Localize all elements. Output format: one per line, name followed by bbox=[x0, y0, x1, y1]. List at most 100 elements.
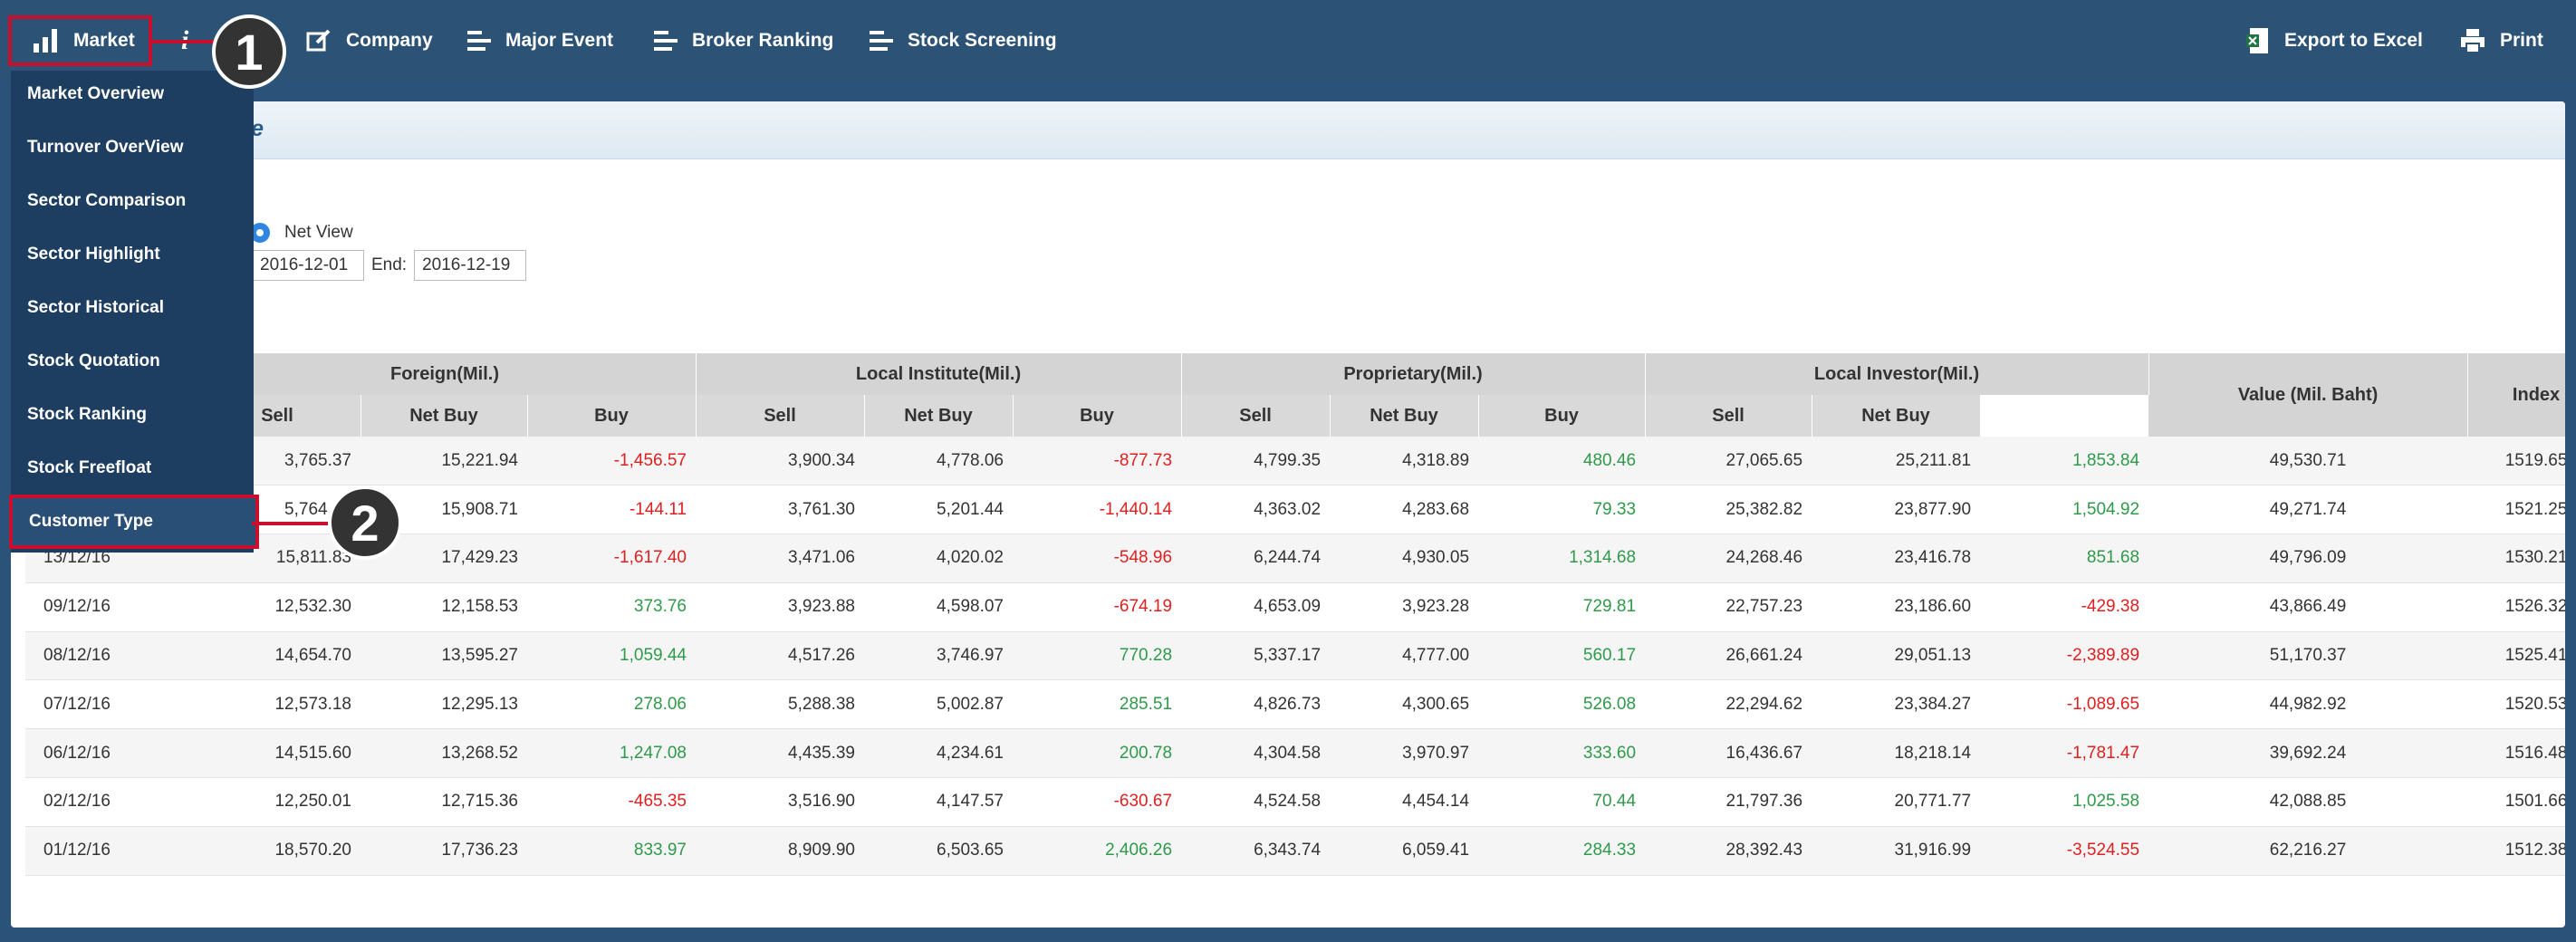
amount-cell: 20,771.77 bbox=[1812, 777, 1981, 827]
table-body: 3,765.37 15,221.94 -1,456.57 3,900.34 4,778.… bbox=[25, 437, 2565, 876]
sub-header-row: y Sell Net Buy Buy Sell Net Buy Buy Sell… bbox=[25, 395, 2565, 437]
sub-header: Buy bbox=[527, 395, 697, 437]
menu-item-turnover-overview[interactable]: Turnover OverView bbox=[27, 138, 184, 157]
amount-cell: 6,343.74 bbox=[1181, 826, 1331, 876]
amount-cell: 4,778.06 bbox=[864, 437, 1013, 486]
nav-company[interactable]: Company bbox=[306, 20, 433, 62]
menu-item-market-overview[interactable]: Market Overview bbox=[27, 84, 165, 103]
sub-header: Sell bbox=[1645, 395, 1812, 437]
value-cell: 43,866.49 bbox=[2148, 582, 2468, 632]
menu-item-sector-comparison[interactable]: Sector Comparison bbox=[27, 191, 187, 210]
value-cell: 39,692.24 bbox=[2148, 728, 2468, 779]
nav-market[interactable]: Market bbox=[8, 15, 152, 66]
amount-cell: 31,916.99 bbox=[1812, 826, 1981, 876]
amount-cell: 24,268.46 bbox=[1645, 533, 1812, 583]
net-buy-cell: 1,853.84 bbox=[1980, 437, 2149, 486]
amount-cell: 3,746.97 bbox=[864, 631, 1013, 681]
amount-cell: 4,777.00 bbox=[1330, 631, 1479, 681]
amount-cell: 13,268.52 bbox=[360, 728, 527, 779]
amount-cell: 3,900.34 bbox=[696, 437, 864, 486]
end-date-input[interactable] bbox=[414, 250, 527, 281]
net-buy-cell: -3,524.55 bbox=[1980, 826, 2149, 876]
net-buy-cell: 284.33 bbox=[1478, 826, 1646, 876]
start-date-input[interactable] bbox=[252, 250, 364, 281]
index-cell: 1519.65 bbox=[2467, 437, 2565, 486]
sub-header: Sell bbox=[696, 395, 865, 437]
sub-header: Net Buy bbox=[1330, 395, 1479, 437]
export-excel-button[interactable]: Export to Excel bbox=[2246, 20, 2423, 62]
date-cell: 01/12/16 bbox=[25, 826, 194, 876]
net-buy-cell: -429.38 bbox=[1980, 582, 2149, 632]
menu-item-stock-freefloat[interactable]: Stock Freefloat bbox=[27, 458, 152, 477]
amount-cell: 18,218.14 bbox=[1812, 728, 1981, 779]
print-button[interactable]: Print bbox=[2460, 20, 2543, 62]
net-buy-cell: 1,025.58 bbox=[1980, 777, 2149, 827]
amount-cell: 14,654.70 bbox=[194, 631, 360, 681]
net-buy-cell: 851.68 bbox=[1980, 533, 2149, 583]
callout-1-line bbox=[152, 40, 216, 43]
printer-icon bbox=[2461, 29, 2485, 53]
net-buy-cell: -144.11 bbox=[527, 485, 696, 535]
net-buy-cell: 200.78 bbox=[1013, 728, 1182, 779]
net-buy-cell: 79.33 bbox=[1478, 485, 1646, 535]
nav-major-event[interactable]: Major Event bbox=[467, 20, 613, 62]
net-buy-cell: 2,406.26 bbox=[1013, 826, 1182, 876]
sub-header: Buy bbox=[1478, 395, 1646, 437]
customer-type-table: Foreign(Mil.) Local Institute(Mil.) Prop… bbox=[25, 353, 2565, 876]
net-buy-cell: -674.19 bbox=[1013, 582, 1182, 632]
index-cell: 1530.21 bbox=[2467, 533, 2565, 583]
value-cell: 49,530.71 bbox=[2148, 437, 2468, 486]
amount-cell: 3,923.88 bbox=[696, 582, 864, 632]
proprietary-header: Proprietary(Mil.) bbox=[1181, 353, 1646, 395]
menu-item-stock-quotation[interactable]: Stock Quotation bbox=[27, 351, 160, 370]
net-buy-cell: 278.06 bbox=[527, 679, 696, 730]
date-cell: 02/12/16 bbox=[25, 777, 194, 827]
amount-cell: 3,970.97 bbox=[1330, 728, 1479, 779]
index-cell: 1520.53 bbox=[2467, 679, 2565, 730]
value-cell: 49,796.09 bbox=[2148, 533, 2468, 583]
table-row: 08/12/16 14,654.70 13,595.27 1,059.44 4,517.… bbox=[25, 631, 2565, 681]
amount-cell: 13,595.27 bbox=[360, 631, 527, 681]
net-buy-cell: -1,089.65 bbox=[1980, 679, 2149, 730]
net-buy-cell: -877.73 bbox=[1013, 437, 1182, 486]
amount-cell: 18,570.20 bbox=[194, 826, 360, 876]
net-view-radio[interactable]: Net View bbox=[250, 223, 353, 243]
date-range: End: bbox=[252, 250, 527, 281]
list-icon bbox=[467, 31, 491, 51]
amount-cell: 4,524.58 bbox=[1181, 777, 1331, 827]
table-row: 02/12/16 12,250.01 12,715.36 -465.35 3,516.9… bbox=[25, 777, 2565, 827]
menu-item-sector-highlight[interactable]: Sector Highlight bbox=[27, 245, 160, 264]
amount-cell: 22,294.62 bbox=[1645, 679, 1812, 730]
amount-cell: 23,384.27 bbox=[1812, 679, 1981, 730]
amount-cell: 23,877.90 bbox=[1812, 485, 1981, 535]
menu-item-customer-type[interactable]: Customer Type bbox=[9, 495, 259, 549]
index-cell: 1521.25 bbox=[2467, 485, 2565, 535]
sub-header: Buy bbox=[1013, 395, 1182, 437]
amount-cell: 4,598.07 bbox=[864, 582, 1013, 632]
nav-broker-ranking[interactable]: Broker Ranking bbox=[654, 20, 833, 62]
amount-cell: 4,318.89 bbox=[1330, 437, 1479, 486]
amount-cell: 5,337.17 bbox=[1181, 631, 1331, 681]
amount-cell: 4,363.02 bbox=[1181, 485, 1331, 535]
callout-2-line bbox=[252, 522, 333, 525]
index-cell: 1516.48 bbox=[2467, 728, 2565, 779]
amount-cell: 6,059.41 bbox=[1330, 826, 1479, 876]
amount-cell: 5,201.44 bbox=[864, 485, 1013, 535]
net-buy-cell: 285.51 bbox=[1013, 679, 1182, 730]
menu-item-stock-ranking[interactable]: Stock Ranking bbox=[27, 405, 147, 424]
nav-stock-screening[interactable]: Stock Screening bbox=[870, 20, 1057, 62]
index-header: Index bbox=[2467, 353, 2565, 437]
callout-2: 2 bbox=[328, 485, 402, 560]
amount-cell: 4,653.09 bbox=[1181, 582, 1331, 632]
amount-cell: 3,516.90 bbox=[696, 777, 864, 827]
amount-cell: 29,051.13 bbox=[1812, 631, 1981, 681]
amount-cell: 12,158.53 bbox=[360, 582, 527, 632]
market-dropdown-menu: Market Overview Turnover OverView Sector C… bbox=[9, 71, 259, 553]
edit-icon bbox=[306, 29, 331, 52]
net-buy-cell: -1,456.57 bbox=[527, 437, 696, 486]
table-row: 13/12/16 15,811.83 17,429.23 -1,617.40 3,471… bbox=[25, 533, 2565, 583]
amount-cell: 4,799.35 bbox=[1181, 437, 1331, 486]
sub-header: Net Buy bbox=[864, 395, 1014, 437]
amount-cell: 12,532.30 bbox=[194, 582, 360, 632]
menu-item-sector-historical[interactable]: Sector Historical bbox=[27, 298, 164, 317]
